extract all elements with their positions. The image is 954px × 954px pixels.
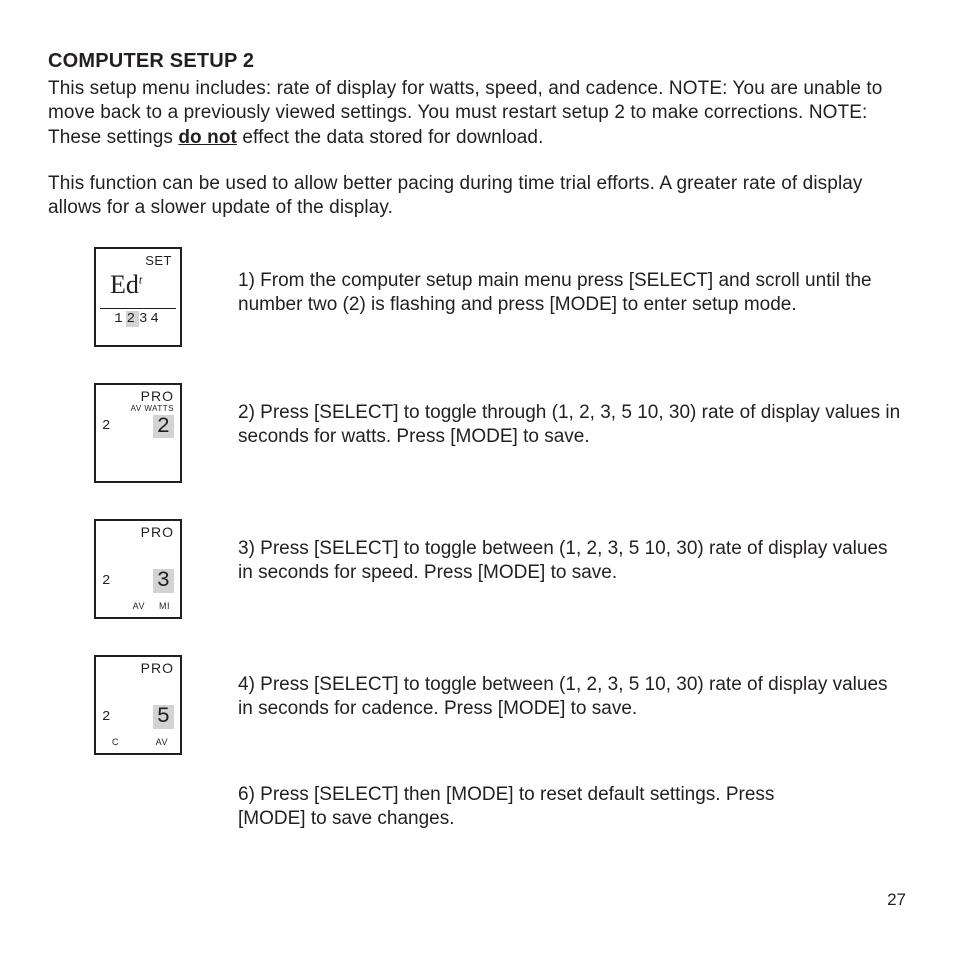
- lcd1-digits: 1234: [100, 308, 176, 330]
- lcd2-sub: AV WATTS: [96, 404, 180, 413]
- lcd1-set-label: SET: [96, 249, 180, 268]
- intro-paragraph-2: This function can be used to allow bette…: [48, 172, 906, 221]
- lcd2-mid: 2 2: [96, 413, 180, 442]
- lcd2-top: PRO: [96, 385, 180, 404]
- step-4-text: 4) Press [SELECT] to toggle between (1, …: [238, 655, 906, 722]
- lcd-display-2: PRO AV WATTS 2 2: [94, 383, 182, 483]
- intro-paragraph-1: This setup menu includes: rate of displa…: [48, 77, 906, 150]
- lcd4-mid: 2 5: [96, 703, 180, 732]
- lcd3-bottom: AV MI: [96, 597, 180, 613]
- lcd2-left: 2: [102, 418, 111, 434]
- do-not-emphasis: do not: [178, 127, 237, 148]
- lcd3-left: 2: [102, 573, 111, 589]
- step-row-3: PRO 2 3 AV MI 3) Press [SELECT] to toggl…: [48, 519, 906, 619]
- lcd4-left: 2: [102, 709, 111, 725]
- lcd3-big: 3: [153, 569, 174, 592]
- lcd-display-4: PRO 2 5 C AV: [94, 655, 182, 755]
- step-1-text: 1) From the computer setup main menu pre…: [238, 247, 906, 318]
- lcd-display-1: SET Edt 1234: [94, 247, 182, 347]
- page-number: 27: [887, 890, 906, 910]
- step-2-text: 2) Press [SELECT] to toggle through (1, …: [238, 383, 906, 450]
- page-title: COMPUTER SETUP 2: [48, 50, 906, 73]
- step-3-text: 3) Press [SELECT] to toggle between (1, …: [238, 519, 906, 586]
- step-6-text: 6) Press [SELECT] then [MODE] to reset d…: [48, 783, 808, 832]
- step-row-1: SET Edt 1234 1) From the computer setup …: [48, 247, 906, 347]
- lcd4-big: 5: [153, 705, 174, 728]
- page: COMPUTER SETUP 2 This setup menu include…: [0, 0, 954, 954]
- lcd1-ed: Edt: [96, 268, 180, 300]
- steps-container: SET Edt 1234 1) From the computer setup …: [48, 247, 906, 755]
- step-row-4: PRO 2 5 C AV 4) Press [SELECT] to toggle…: [48, 655, 906, 755]
- lcd2-big: 2: [153, 415, 174, 438]
- lcd4-top: PRO: [96, 657, 180, 676]
- lcd3-mid: 2 3: [96, 567, 180, 596]
- lcd-display-3: PRO 2 3 AV MI: [94, 519, 182, 619]
- lcd3-top: PRO: [96, 521, 180, 540]
- intro-1c: effect the data stored for download.: [237, 127, 544, 148]
- step-row-2: PRO AV WATTS 2 2 2) Press [SELECT] to to…: [48, 383, 906, 483]
- lcd4-bottom: C AV: [96, 733, 180, 749]
